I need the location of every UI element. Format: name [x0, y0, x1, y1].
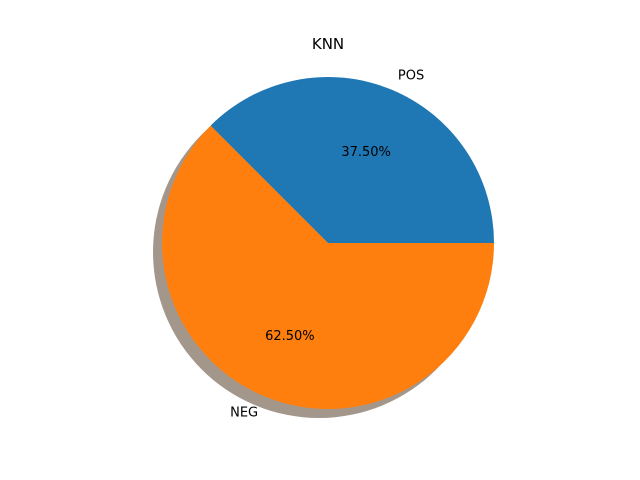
pie-slice-pos — [210, 77, 494, 243]
pct-label-neg: 62.50% — [265, 329, 315, 344]
pie-labels: POS 37.50% NEG 62.50% — [230, 68, 424, 420]
pie-slices — [161, 77, 494, 409]
chart-title: KNN — [312, 35, 344, 53]
pct-label-pos: 37.50% — [341, 145, 391, 160]
slice-label-neg: NEG — [230, 406, 258, 421]
pie-slice-neg — [161, 125, 494, 409]
slice-label-pos: POS — [398, 68, 424, 83]
